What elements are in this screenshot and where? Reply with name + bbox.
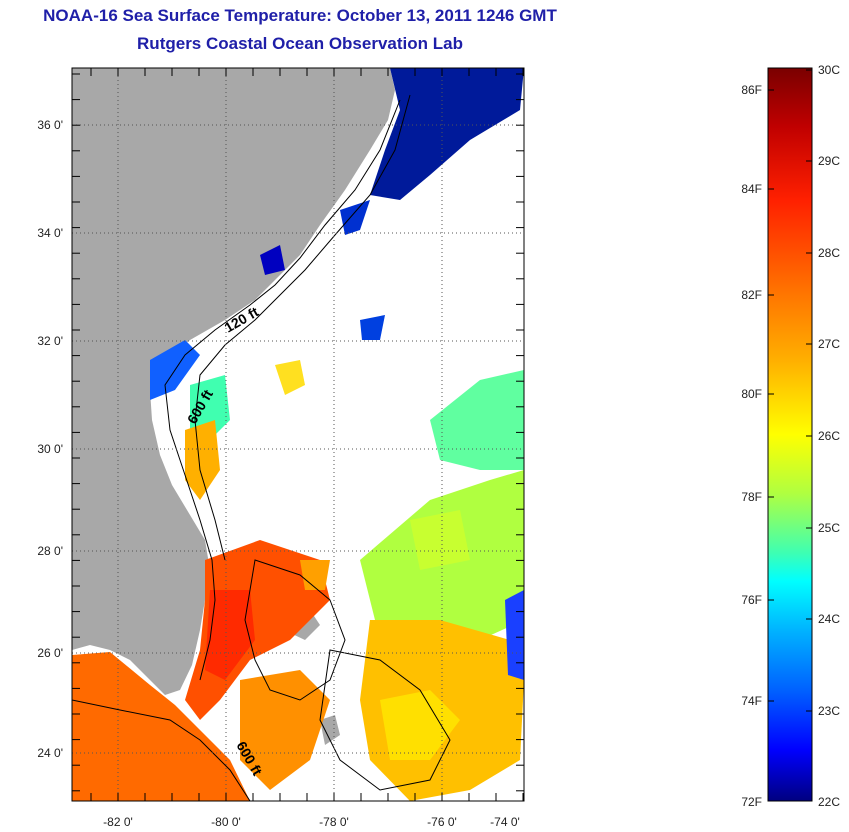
island bbox=[320, 715, 340, 745]
celsius-label: 24C bbox=[818, 612, 840, 626]
sst-patch bbox=[360, 315, 385, 340]
fahrenheit-label: 84F bbox=[741, 182, 762, 196]
depth-contour-bahamas bbox=[244, 559, 346, 701]
celsius-label: 26C bbox=[818, 429, 840, 443]
sst-patch bbox=[260, 245, 285, 275]
lon-label: -80 0' bbox=[211, 815, 241, 829]
sst-patch bbox=[380, 690, 460, 760]
lon-label: -82 0' bbox=[103, 815, 133, 829]
lat-label: 26 0' bbox=[37, 646, 63, 660]
celsius-label: 30C bbox=[818, 63, 840, 77]
fahrenheit-label: 72F bbox=[741, 795, 762, 809]
sst-patch bbox=[205, 590, 255, 680]
map-title: NOAA-16 Sea Surface Temperature: October… bbox=[43, 6, 557, 25]
fahrenheit-label: 80F bbox=[741, 387, 762, 401]
sst-patch bbox=[340, 200, 370, 235]
fahrenheit-label: 74F bbox=[741, 694, 762, 708]
celsius-label: 29C bbox=[818, 154, 840, 168]
lat-label: 30 0' bbox=[37, 442, 63, 456]
fahrenheit-label: 78F bbox=[741, 490, 762, 504]
celsius-label: 25C bbox=[818, 521, 840, 535]
latitude-labels: 36 0' 34 0' 32 0' 30 0' 28 0' 26 0' 24 0… bbox=[37, 118, 63, 760]
colorbar bbox=[767, 67, 813, 802]
land-mass bbox=[72, 68, 395, 695]
sst-patch bbox=[300, 560, 330, 590]
sst-patch bbox=[190, 375, 230, 440]
longitude-labels: -82 0' -80 0' -78 0' -76 0' -74 0' bbox=[103, 815, 520, 829]
fahrenheit-label: 82F bbox=[741, 288, 762, 302]
lat-label: 24 0' bbox=[37, 746, 63, 760]
lon-label: -78 0' bbox=[319, 815, 349, 829]
sst-patch bbox=[275, 360, 305, 395]
fahrenheit-label: 76F bbox=[741, 593, 762, 607]
colorbar-ticks bbox=[768, 69, 812, 712]
sst-patch bbox=[185, 420, 220, 500]
grid bbox=[72, 68, 524, 801]
lat-label: 32 0' bbox=[37, 334, 63, 348]
depth-contour-florida-straits bbox=[72, 699, 251, 801]
depth-contour-bahamas bbox=[319, 649, 451, 791]
lon-label: -74 0' bbox=[490, 815, 520, 829]
sst-patch bbox=[505, 590, 524, 680]
lat-label: 36 0' bbox=[37, 118, 63, 132]
celsius-label: 23C bbox=[818, 704, 840, 718]
celsius-label: 22C bbox=[818, 795, 840, 809]
sst-patch bbox=[410, 510, 470, 570]
sst-patch bbox=[430, 370, 524, 470]
map-subtitle: Rutgers Coastal Ocean Observation Lab bbox=[137, 34, 463, 53]
axis-ticks bbox=[72, 68, 524, 801]
celsius-label: 27C bbox=[818, 337, 840, 351]
fahrenheit-label: 86F bbox=[741, 83, 762, 97]
depth-contour-600ft bbox=[194, 94, 411, 561]
lon-label: -76 0' bbox=[427, 815, 457, 829]
sst-patch bbox=[72, 652, 250, 801]
colorbar-celsius-labels: 30C 29C 28C 27C 26C 25C 24C 23C 22C bbox=[818, 63, 840, 809]
celsius-label: 28C bbox=[818, 246, 840, 260]
depth-contour-120ft bbox=[164, 99, 401, 681]
lat-label: 28 0' bbox=[37, 544, 63, 558]
sst-patch bbox=[240, 670, 330, 790]
lat-label: 34 0' bbox=[37, 226, 63, 240]
colorbar-fahrenheit-labels: 86F 84F 82F 80F 78F 76F 74F 72F bbox=[741, 83, 762, 809]
plot-frame bbox=[71, 67, 525, 802]
